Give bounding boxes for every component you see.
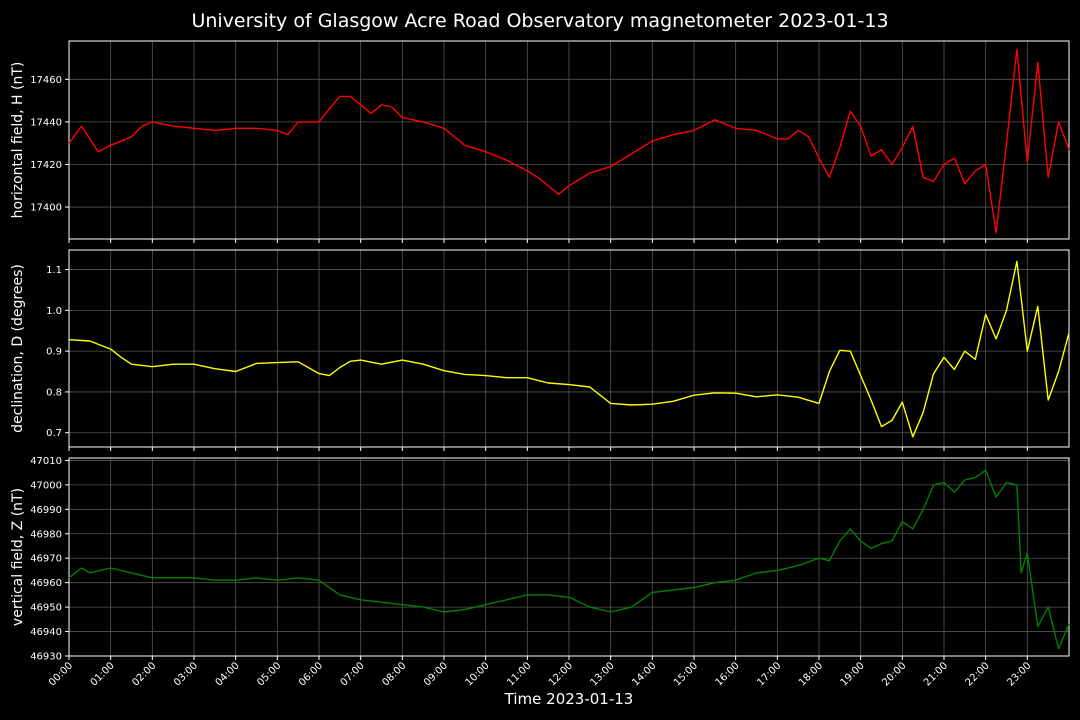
x-tick-label: 12:00 xyxy=(547,660,575,688)
chart-title: University of Glasgow Acre Road Observat… xyxy=(191,10,889,32)
x-tick-label: 06:00 xyxy=(297,660,325,688)
y-tick-label: 17440 xyxy=(30,117,62,128)
x-tick-label: 16:00 xyxy=(714,660,742,688)
x-tick-label: 13:00 xyxy=(589,660,617,688)
y-tick-label: 47010 xyxy=(30,456,62,467)
x-tick-label: 07:00 xyxy=(339,660,367,688)
x-tick-label: 08:00 xyxy=(380,660,408,688)
x-tick-label: 10:00 xyxy=(464,660,492,688)
series-line-2 xyxy=(68,260,1070,438)
axes-frame xyxy=(68,457,1070,657)
x-tick-label: 14:00 xyxy=(630,660,658,688)
y-axis-label: declination, D (degrees) xyxy=(10,264,26,433)
y-tick-label: 46980 xyxy=(30,529,62,540)
y-tick-label: 0.7 xyxy=(46,428,62,439)
y-tick-label: 46990 xyxy=(30,505,62,516)
y-tick-label: 1.0 xyxy=(46,306,62,317)
x-tick-label: 18:00 xyxy=(797,660,825,688)
x-tick-label: 21:00 xyxy=(922,660,950,688)
x-tick-label: 05:00 xyxy=(255,660,283,688)
x-tick-label: 02:00 xyxy=(130,660,158,688)
x-tick-label: 22:00 xyxy=(964,660,992,688)
x-tick-label: 04:00 xyxy=(214,660,242,688)
y-tick-label: 17400 xyxy=(30,203,62,214)
x-tick-label: 17:00 xyxy=(755,660,783,688)
y-tick-label: 0.9 xyxy=(46,347,62,358)
series-line-3 xyxy=(68,469,1070,650)
y-tick-label: 46960 xyxy=(30,578,62,589)
axes-frame xyxy=(68,249,1070,448)
axes-frame xyxy=(68,40,1070,240)
x-tick-label: 00:00 xyxy=(47,660,75,688)
y-axis-label: vertical field, Z (nT) xyxy=(10,488,26,626)
y-tick-label: 1.1 xyxy=(46,265,62,276)
y-tick-label: 0.8 xyxy=(46,387,62,398)
y-tick-label: 46930 xyxy=(30,652,62,663)
y-tick-label: 46940 xyxy=(30,627,62,638)
series-line-1 xyxy=(68,48,1070,234)
y-tick-label: 46970 xyxy=(30,554,62,565)
y-tick-label: 46950 xyxy=(30,603,62,614)
y-tick-label: 17420 xyxy=(30,160,62,171)
x-tick-label: 23:00 xyxy=(1005,660,1033,688)
x-tick-label: 19:00 xyxy=(839,660,867,688)
x-tick-label: 03:00 xyxy=(172,660,200,688)
x-tick-label: 01:00 xyxy=(89,660,117,688)
x-tick-label: 15:00 xyxy=(672,660,700,688)
x-tick-label: 11:00 xyxy=(505,660,533,688)
y-tick-label: 17460 xyxy=(30,75,62,86)
y-axis-label: horizontal field, H (nT) xyxy=(10,62,26,219)
y-tick-label: 47000 xyxy=(30,480,62,491)
x-tick-label: 20:00 xyxy=(880,660,908,688)
x-tick-label: 09:00 xyxy=(422,660,450,688)
x-axis-label: Time 2023-01-13 xyxy=(504,690,634,708)
